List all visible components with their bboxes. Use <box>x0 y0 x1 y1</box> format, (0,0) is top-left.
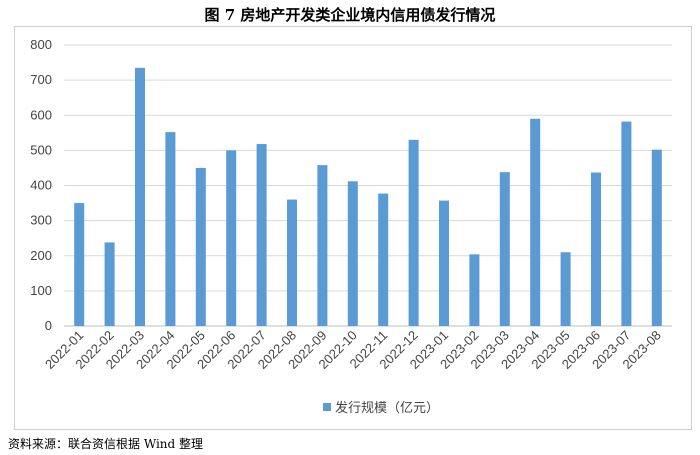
y-tick-label: 400 <box>30 178 52 193</box>
chart-title: 图 7 房地产开发类企业境内信用债发行情况 <box>204 6 496 24</box>
x-axis: 2022-012022-022022-032022-042022-052022-… <box>42 328 664 372</box>
y-axis: 0 100 200 300 400 500 600 700 800 <box>30 37 52 333</box>
bar <box>378 193 389 326</box>
bar <box>347 181 358 326</box>
bar <box>256 144 267 326</box>
bar <box>439 200 449 326</box>
bar <box>226 150 237 326</box>
y-tick-label: 600 <box>30 107 52 122</box>
legend: 发行规模（亿元） <box>323 400 439 416</box>
bar <box>621 121 632 326</box>
bars <box>74 67 662 327</box>
y-tick-label: 700 <box>30 72 52 87</box>
legend-label: 发行规模（亿元） <box>335 400 439 416</box>
bar <box>469 254 480 326</box>
bar <box>651 149 662 326</box>
chart-frame <box>14 26 692 430</box>
legend-swatch <box>323 403 331 411</box>
y-tick-label: 0 <box>45 318 52 333</box>
y-tick-label: 300 <box>30 213 52 228</box>
bar <box>195 167 206 326</box>
bar <box>591 172 601 326</box>
bar-chart: 0 100 200 300 400 500 600 700 800 2022-012022-02… <box>30 37 672 416</box>
source-note: 资料来源：联合资信根据 Wind 整理 <box>8 437 204 451</box>
y-tick-label: 100 <box>30 283 52 298</box>
bar <box>317 165 328 326</box>
bar <box>530 118 541 326</box>
bar <box>287 199 297 326</box>
bar <box>560 252 571 326</box>
gridlines <box>64 44 672 327</box>
bar <box>165 132 176 326</box>
y-tick-label: 800 <box>30 37 52 52</box>
bar <box>135 67 145 327</box>
bar <box>74 203 85 326</box>
y-tick-label: 500 <box>30 142 52 157</box>
bar <box>104 242 115 326</box>
y-tick-label: 200 <box>30 248 52 263</box>
bar <box>499 172 510 326</box>
bar <box>408 139 419 326</box>
